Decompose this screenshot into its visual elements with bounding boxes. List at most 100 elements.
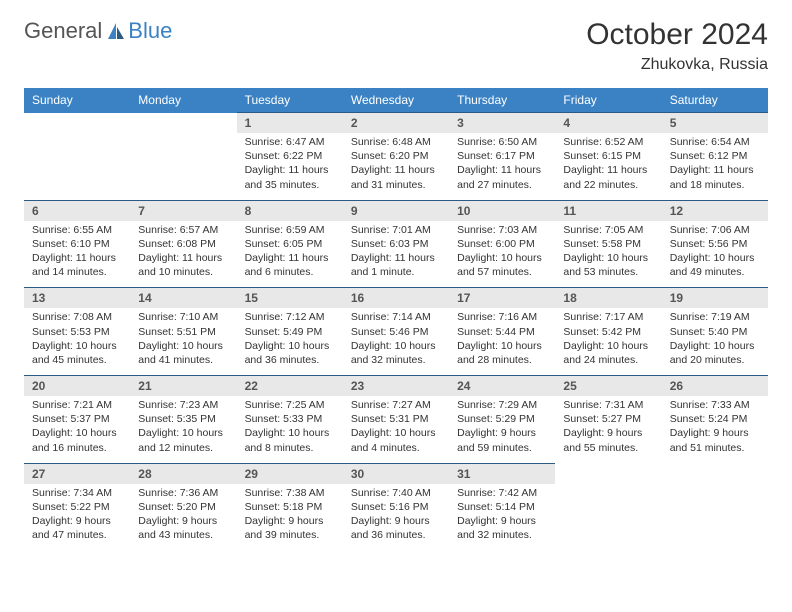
sunrise-text: Sunrise: 7:19 AM — [670, 310, 760, 324]
day-data-cell: Sunrise: 7:31 AMSunset: 5:27 PMDaylight:… — [555, 396, 661, 463]
daydata-row: Sunrise: 7:34 AMSunset: 5:22 PMDaylight:… — [24, 484, 768, 551]
day-data-cell: Sunrise: 7:17 AMSunset: 5:42 PMDaylight:… — [555, 308, 661, 375]
day-number-cell: 29 — [237, 463, 343, 484]
sunrise-text: Sunrise: 7:12 AM — [245, 310, 335, 324]
daylight-text: Daylight: 11 hours and 31 minutes. — [351, 163, 441, 191]
day-number-cell: 22 — [237, 376, 343, 397]
sunset-text: Sunset: 5:56 PM — [670, 237, 760, 251]
title-block: October 2024 Zhukovka, Russia — [586, 18, 768, 74]
day-data-cell: Sunrise: 7:14 AMSunset: 5:46 PMDaylight:… — [343, 308, 449, 375]
daylight-text: Daylight: 11 hours and 27 minutes. — [457, 163, 547, 191]
location: Zhukovka, Russia — [586, 56, 768, 74]
sunrise-text: Sunrise: 7:25 AM — [245, 398, 335, 412]
day-number-cell: 3 — [449, 113, 555, 134]
day-data-cell — [130, 133, 236, 200]
daylight-text: Daylight: 10 hours and 49 minutes. — [670, 251, 760, 279]
day-header: Friday — [555, 88, 661, 113]
day-number-cell: 2 — [343, 113, 449, 134]
day-header-row: Sunday Monday Tuesday Wednesday Thursday… — [24, 88, 768, 113]
sunset-text: Sunset: 5:27 PM — [563, 412, 653, 426]
sunset-text: Sunset: 6:17 PM — [457, 149, 547, 163]
day-number-cell: 15 — [237, 288, 343, 309]
sunrise-text: Sunrise: 6:59 AM — [245, 223, 335, 237]
page-title: October 2024 — [586, 18, 768, 52]
day-number-cell: 24 — [449, 376, 555, 397]
sunset-text: Sunset: 5:18 PM — [245, 500, 335, 514]
sunrise-text: Sunrise: 6:55 AM — [32, 223, 122, 237]
daylight-text: Daylight: 9 hours and 47 minutes. — [32, 514, 122, 542]
day-data-cell: Sunrise: 6:47 AMSunset: 6:22 PMDaylight:… — [237, 133, 343, 200]
sunrise-text: Sunrise: 6:50 AM — [457, 135, 547, 149]
sunset-text: Sunset: 6:08 PM — [138, 237, 228, 251]
sunset-text: Sunset: 5:49 PM — [245, 325, 335, 339]
sunset-text: Sunset: 5:37 PM — [32, 412, 122, 426]
daylight-text: Daylight: 10 hours and 20 minutes. — [670, 339, 760, 367]
sunset-text: Sunset: 6:00 PM — [457, 237, 547, 251]
day-number-cell: 17 — [449, 288, 555, 309]
sunset-text: Sunset: 5:44 PM — [457, 325, 547, 339]
sunrise-text: Sunrise: 7:31 AM — [563, 398, 653, 412]
daydata-row: Sunrise: 6:55 AMSunset: 6:10 PMDaylight:… — [24, 221, 768, 288]
day-data-cell: Sunrise: 6:52 AMSunset: 6:15 PMDaylight:… — [555, 133, 661, 200]
daylight-text: Daylight: 9 hours and 43 minutes. — [138, 514, 228, 542]
day-data-cell: Sunrise: 7:36 AMSunset: 5:20 PMDaylight:… — [130, 484, 236, 551]
sunset-text: Sunset: 6:15 PM — [563, 149, 653, 163]
sunset-text: Sunset: 5:40 PM — [670, 325, 760, 339]
day-number-cell: 7 — [130, 200, 236, 221]
sunset-text: Sunset: 5:22 PM — [32, 500, 122, 514]
daylight-text: Daylight: 9 hours and 32 minutes. — [457, 514, 547, 542]
day-data-cell: Sunrise: 6:54 AMSunset: 6:12 PMDaylight:… — [662, 133, 768, 200]
day-data-cell: Sunrise: 7:05 AMSunset: 5:58 PMDaylight:… — [555, 221, 661, 288]
sunset-text: Sunset: 5:33 PM — [245, 412, 335, 426]
daylight-text: Daylight: 11 hours and 1 minute. — [351, 251, 441, 279]
sunrise-text: Sunrise: 6:48 AM — [351, 135, 441, 149]
day-number-cell — [555, 463, 661, 484]
sunset-text: Sunset: 5:35 PM — [138, 412, 228, 426]
daylight-text: Daylight: 10 hours and 16 minutes. — [32, 426, 122, 454]
day-data-cell: Sunrise: 6:59 AMSunset: 6:05 PMDaylight:… — [237, 221, 343, 288]
day-number-cell: 30 — [343, 463, 449, 484]
daylight-text: Daylight: 9 hours and 39 minutes. — [245, 514, 335, 542]
sunrise-text: Sunrise: 7:34 AM — [32, 486, 122, 500]
sunset-text: Sunset: 5:20 PM — [138, 500, 228, 514]
sunset-text: Sunset: 5:31 PM — [351, 412, 441, 426]
day-data-cell: Sunrise: 7:27 AMSunset: 5:31 PMDaylight:… — [343, 396, 449, 463]
daydata-row: Sunrise: 6:47 AMSunset: 6:22 PMDaylight:… — [24, 133, 768, 200]
sunrise-text: Sunrise: 7:16 AM — [457, 310, 547, 324]
daydata-row: Sunrise: 7:21 AMSunset: 5:37 PMDaylight:… — [24, 396, 768, 463]
sunset-text: Sunset: 5:29 PM — [457, 412, 547, 426]
daylight-text: Daylight: 10 hours and 53 minutes. — [563, 251, 653, 279]
logo-text-blue: Blue — [128, 18, 172, 44]
day-data-cell: Sunrise: 6:48 AMSunset: 6:20 PMDaylight:… — [343, 133, 449, 200]
day-number-cell — [24, 113, 130, 134]
day-data-cell: Sunrise: 6:50 AMSunset: 6:17 PMDaylight:… — [449, 133, 555, 200]
daylight-text: Daylight: 10 hours and 4 minutes. — [351, 426, 441, 454]
daylight-text: Daylight: 11 hours and 18 minutes. — [670, 163, 760, 191]
sunset-text: Sunset: 5:46 PM — [351, 325, 441, 339]
sunrise-text: Sunrise: 7:42 AM — [457, 486, 547, 500]
daylight-text: Daylight: 10 hours and 8 minutes. — [245, 426, 335, 454]
day-data-cell: Sunrise: 7:03 AMSunset: 6:00 PMDaylight:… — [449, 221, 555, 288]
day-data-cell: Sunrise: 7:40 AMSunset: 5:16 PMDaylight:… — [343, 484, 449, 551]
sunrise-text: Sunrise: 6:54 AM — [670, 135, 760, 149]
daylight-text: Daylight: 10 hours and 36 minutes. — [245, 339, 335, 367]
sunrise-text: Sunrise: 7:29 AM — [457, 398, 547, 412]
sunset-text: Sunset: 5:51 PM — [138, 325, 228, 339]
sunrise-text: Sunrise: 7:08 AM — [32, 310, 122, 324]
sunrise-text: Sunrise: 7:21 AM — [32, 398, 122, 412]
daylight-text: Daylight: 11 hours and 35 minutes. — [245, 163, 335, 191]
sunrise-text: Sunrise: 6:57 AM — [138, 223, 228, 237]
day-data-cell: Sunrise: 7:29 AMSunset: 5:29 PMDaylight:… — [449, 396, 555, 463]
daynum-row: 2728293031 — [24, 463, 768, 484]
daylight-text: Daylight: 10 hours and 28 minutes. — [457, 339, 547, 367]
day-number-cell: 4 — [555, 113, 661, 134]
day-number-cell: 16 — [343, 288, 449, 309]
sunrise-text: Sunrise: 7:05 AM — [563, 223, 653, 237]
day-header: Thursday — [449, 88, 555, 113]
day-number-cell: 19 — [662, 288, 768, 309]
day-number-cell: 14 — [130, 288, 236, 309]
day-number-cell — [662, 463, 768, 484]
day-number-cell: 5 — [662, 113, 768, 134]
daylight-text: Daylight: 9 hours and 36 minutes. — [351, 514, 441, 542]
day-number-cell — [130, 113, 236, 134]
